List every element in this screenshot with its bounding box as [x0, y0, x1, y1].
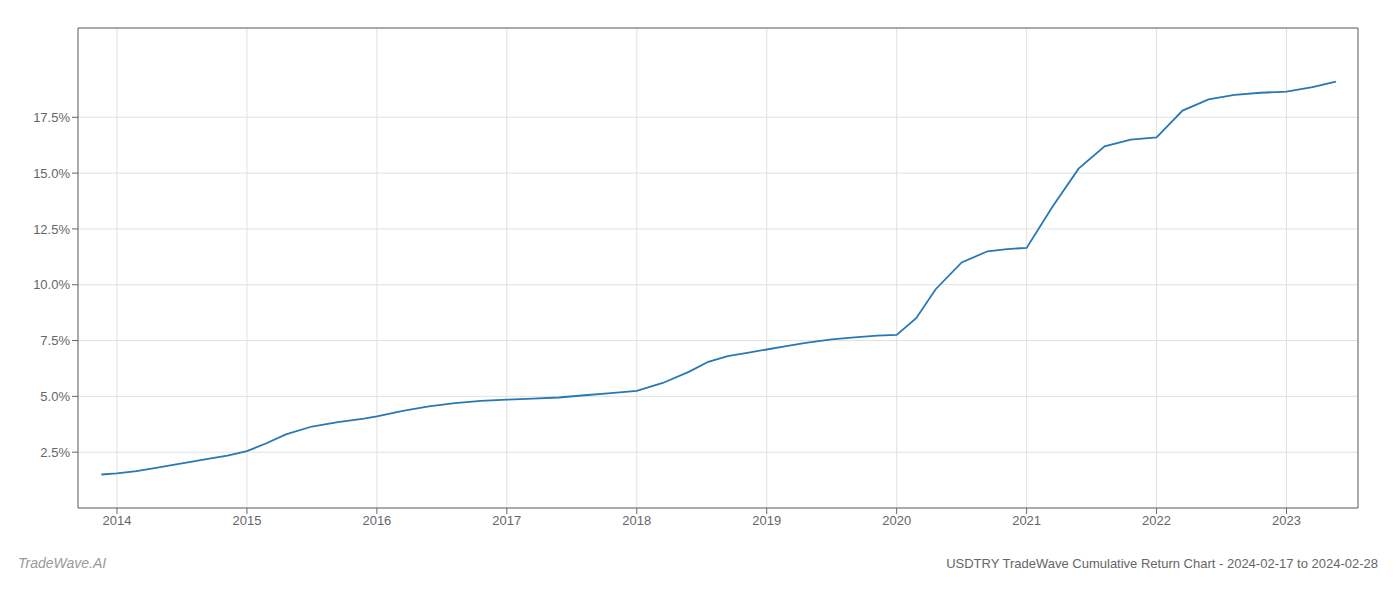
- svg-text:10.0%: 10.0%: [33, 277, 70, 292]
- svg-text:2014: 2014: [103, 513, 132, 528]
- svg-text:2015: 2015: [232, 513, 261, 528]
- svg-text:2022: 2022: [1142, 513, 1171, 528]
- svg-text:2.5%: 2.5%: [40, 445, 70, 460]
- svg-text:2016: 2016: [362, 513, 391, 528]
- html-text:TradeWave.AI: TradeWave.AI: [18, 555, 107, 571]
- svg-text:15.0%: 15.0%: [33, 166, 70, 181]
- svg-text:2017: 2017: [492, 513, 521, 528]
- svg-text:17.5%: 17.5%: [33, 110, 70, 125]
- html-text:USDTRY TradeWave Cumulative Re: USDTRY TradeWave Cumulative Return Chart…: [946, 555, 1378, 571]
- svg-text:2018: 2018: [622, 513, 651, 528]
- svg-text:2020: 2020: [882, 513, 911, 528]
- svg-text:5.0%: 5.0%: [40, 389, 70, 404]
- svg-text:2021: 2021: [1012, 513, 1041, 528]
- svg-text:2023: 2023: [1272, 513, 1301, 528]
- svg-text:7.5%: 7.5%: [40, 333, 70, 348]
- svg-text:12.5%: 12.5%: [33, 222, 70, 237]
- svg-text:2019: 2019: [752, 513, 781, 528]
